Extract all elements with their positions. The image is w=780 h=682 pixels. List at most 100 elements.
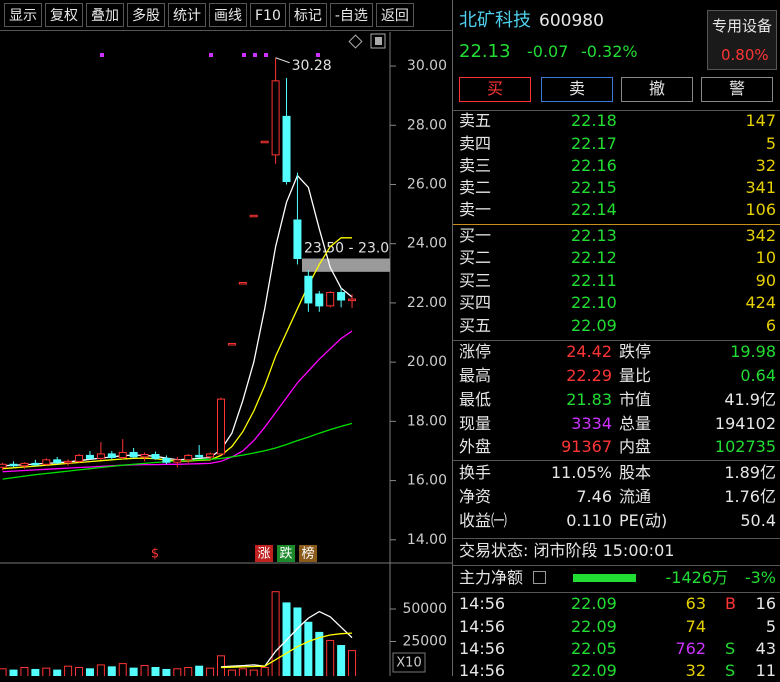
candle-body: [0, 463, 7, 468]
book-price: 22.09: [571, 316, 617, 335]
volume-bar: [75, 667, 84, 676]
tick-price: 22.09: [571, 594, 617, 613]
scale-box: [392, 652, 426, 673]
window-icon[interactable]: [370, 33, 386, 49]
volume-bar: [64, 665, 73, 676]
high-label: 30.28: [292, 58, 332, 74]
badge-box: [299, 545, 317, 562]
box: [533, 571, 546, 584]
tick-side: S: [725, 639, 736, 658]
stat-value: 0.110: [566, 511, 612, 530]
toolbar-button[interactable]: F10: [250, 3, 286, 27]
book-level: 买四: [459, 293, 492, 312]
stat-label: 跌停: [619, 342, 652, 361]
stat-value: 19.98: [730, 342, 776, 361]
price: 22.13: [459, 41, 511, 62]
book-volume: 341: [745, 178, 776, 197]
book-price: 22.14: [571, 200, 617, 219]
y-tick-label: 25000: [402, 634, 447, 650]
tick-time: 14:56: [459, 617, 506, 636]
sector: 专用设备: [712, 17, 773, 35]
book-price: 22.12: [571, 248, 617, 267]
candle-body: [249, 214, 258, 218]
divider: [453, 460, 780, 461]
toolbar-button[interactable]: 画线: [209, 3, 247, 27]
volume-bar: [96, 664, 105, 676]
range-band-label: 23.50 - 23.05: [304, 241, 398, 257]
y-tick-label: 24.00: [407, 236, 447, 252]
book-volume: 32: [755, 156, 776, 175]
y-tick-label: 30.00: [407, 58, 447, 74]
candle-body: [217, 398, 225, 455]
divider: [453, 538, 780, 539]
volume-bar: [227, 669, 236, 676]
candle-body: [348, 298, 357, 302]
toolbar-button[interactable]: 显示: [4, 3, 42, 27]
y-tick-label: 18.00: [407, 413, 447, 429]
order-button-label[interactable]: 警: [729, 79, 746, 98]
diamond-icon[interactable]: [348, 34, 363, 49]
toolbar-button[interactable]: 叠加: [86, 3, 124, 27]
badge-box: [255, 545, 273, 562]
divider: [453, 565, 780, 566]
toolbar-button[interactable]: 统计: [168, 3, 206, 27]
toolbar-button[interactable]: 复权: [45, 3, 83, 27]
volume-bar: [9, 669, 18, 676]
book-level: 卖五: [459, 111, 492, 130]
book-price: 22.15: [571, 178, 617, 197]
volume-bar: [118, 663, 127, 676]
volume-bar: [140, 665, 149, 676]
tick-volume: 63: [685, 594, 706, 613]
signal-dots: [100, 53, 320, 57]
book-price: 22.10: [571, 293, 617, 312]
order-button[interactable]: [701, 77, 773, 102]
order-button-label[interactable]: 卖: [569, 79, 586, 98]
stat-label: 净资: [459, 487, 492, 506]
volume-bar: [249, 669, 258, 676]
stat-label: 最低: [459, 390, 492, 409]
order-button[interactable]: [541, 77, 613, 102]
toolbar-button[interactable]: 标记: [288, 3, 327, 27]
y-tick-label: 14.00: [407, 532, 447, 548]
volume-bar: [206, 667, 215, 676]
stat-label: 收益㈠: [459, 511, 508, 530]
y-tick-label: 22.00: [407, 295, 447, 311]
sector-change: 0.80%: [721, 46, 769, 64]
tick-volume: 762: [675, 639, 706, 658]
candle-body: [85, 454, 94, 459]
ma-line: [2, 330, 353, 473]
book-price: 22.11: [571, 271, 617, 290]
badge: $: [151, 547, 159, 562]
order-button[interactable]: [621, 77, 693, 102]
volume-bar: [53, 669, 62, 676]
stat-value: 21.83: [566, 390, 612, 409]
candle-body: [64, 460, 73, 464]
volume-bar: [260, 667, 269, 676]
book-volume: 5: [765, 134, 776, 153]
candle-body: [173, 459, 182, 463]
stat-value: 1.76亿: [724, 487, 776, 506]
stat-value: 91367: [561, 437, 612, 456]
volume-bar: [173, 668, 182, 676]
stat-value: 0.64: [740, 366, 776, 385]
stat-label: 股本: [619, 463, 652, 482]
stat-value: 3334: [571, 414, 612, 433]
flow-pct: -3%: [744, 568, 776, 587]
candle-body: [282, 115, 291, 183]
volume-bar: [107, 666, 116, 676]
toolbar-button[interactable]: 多股: [127, 3, 165, 27]
order-button[interactable]: [459, 77, 531, 102]
tick-volume: 74: [685, 617, 706, 636]
volume-bar: [195, 665, 204, 676]
badge-box: [277, 545, 295, 562]
toolbar-button[interactable]: 返回: [375, 3, 414, 27]
order-button-label[interactable]: 撤: [649, 79, 666, 98]
order-button-label[interactable]: 买: [487, 79, 504, 98]
stat-label: 内盘: [619, 437, 652, 456]
divider: [453, 110, 780, 111]
toolbar-button[interactable]: -自选: [329, 3, 373, 27]
book-volume: 6: [765, 316, 776, 335]
candle-body: [227, 342, 236, 346]
volume-bar: [85, 668, 94, 676]
